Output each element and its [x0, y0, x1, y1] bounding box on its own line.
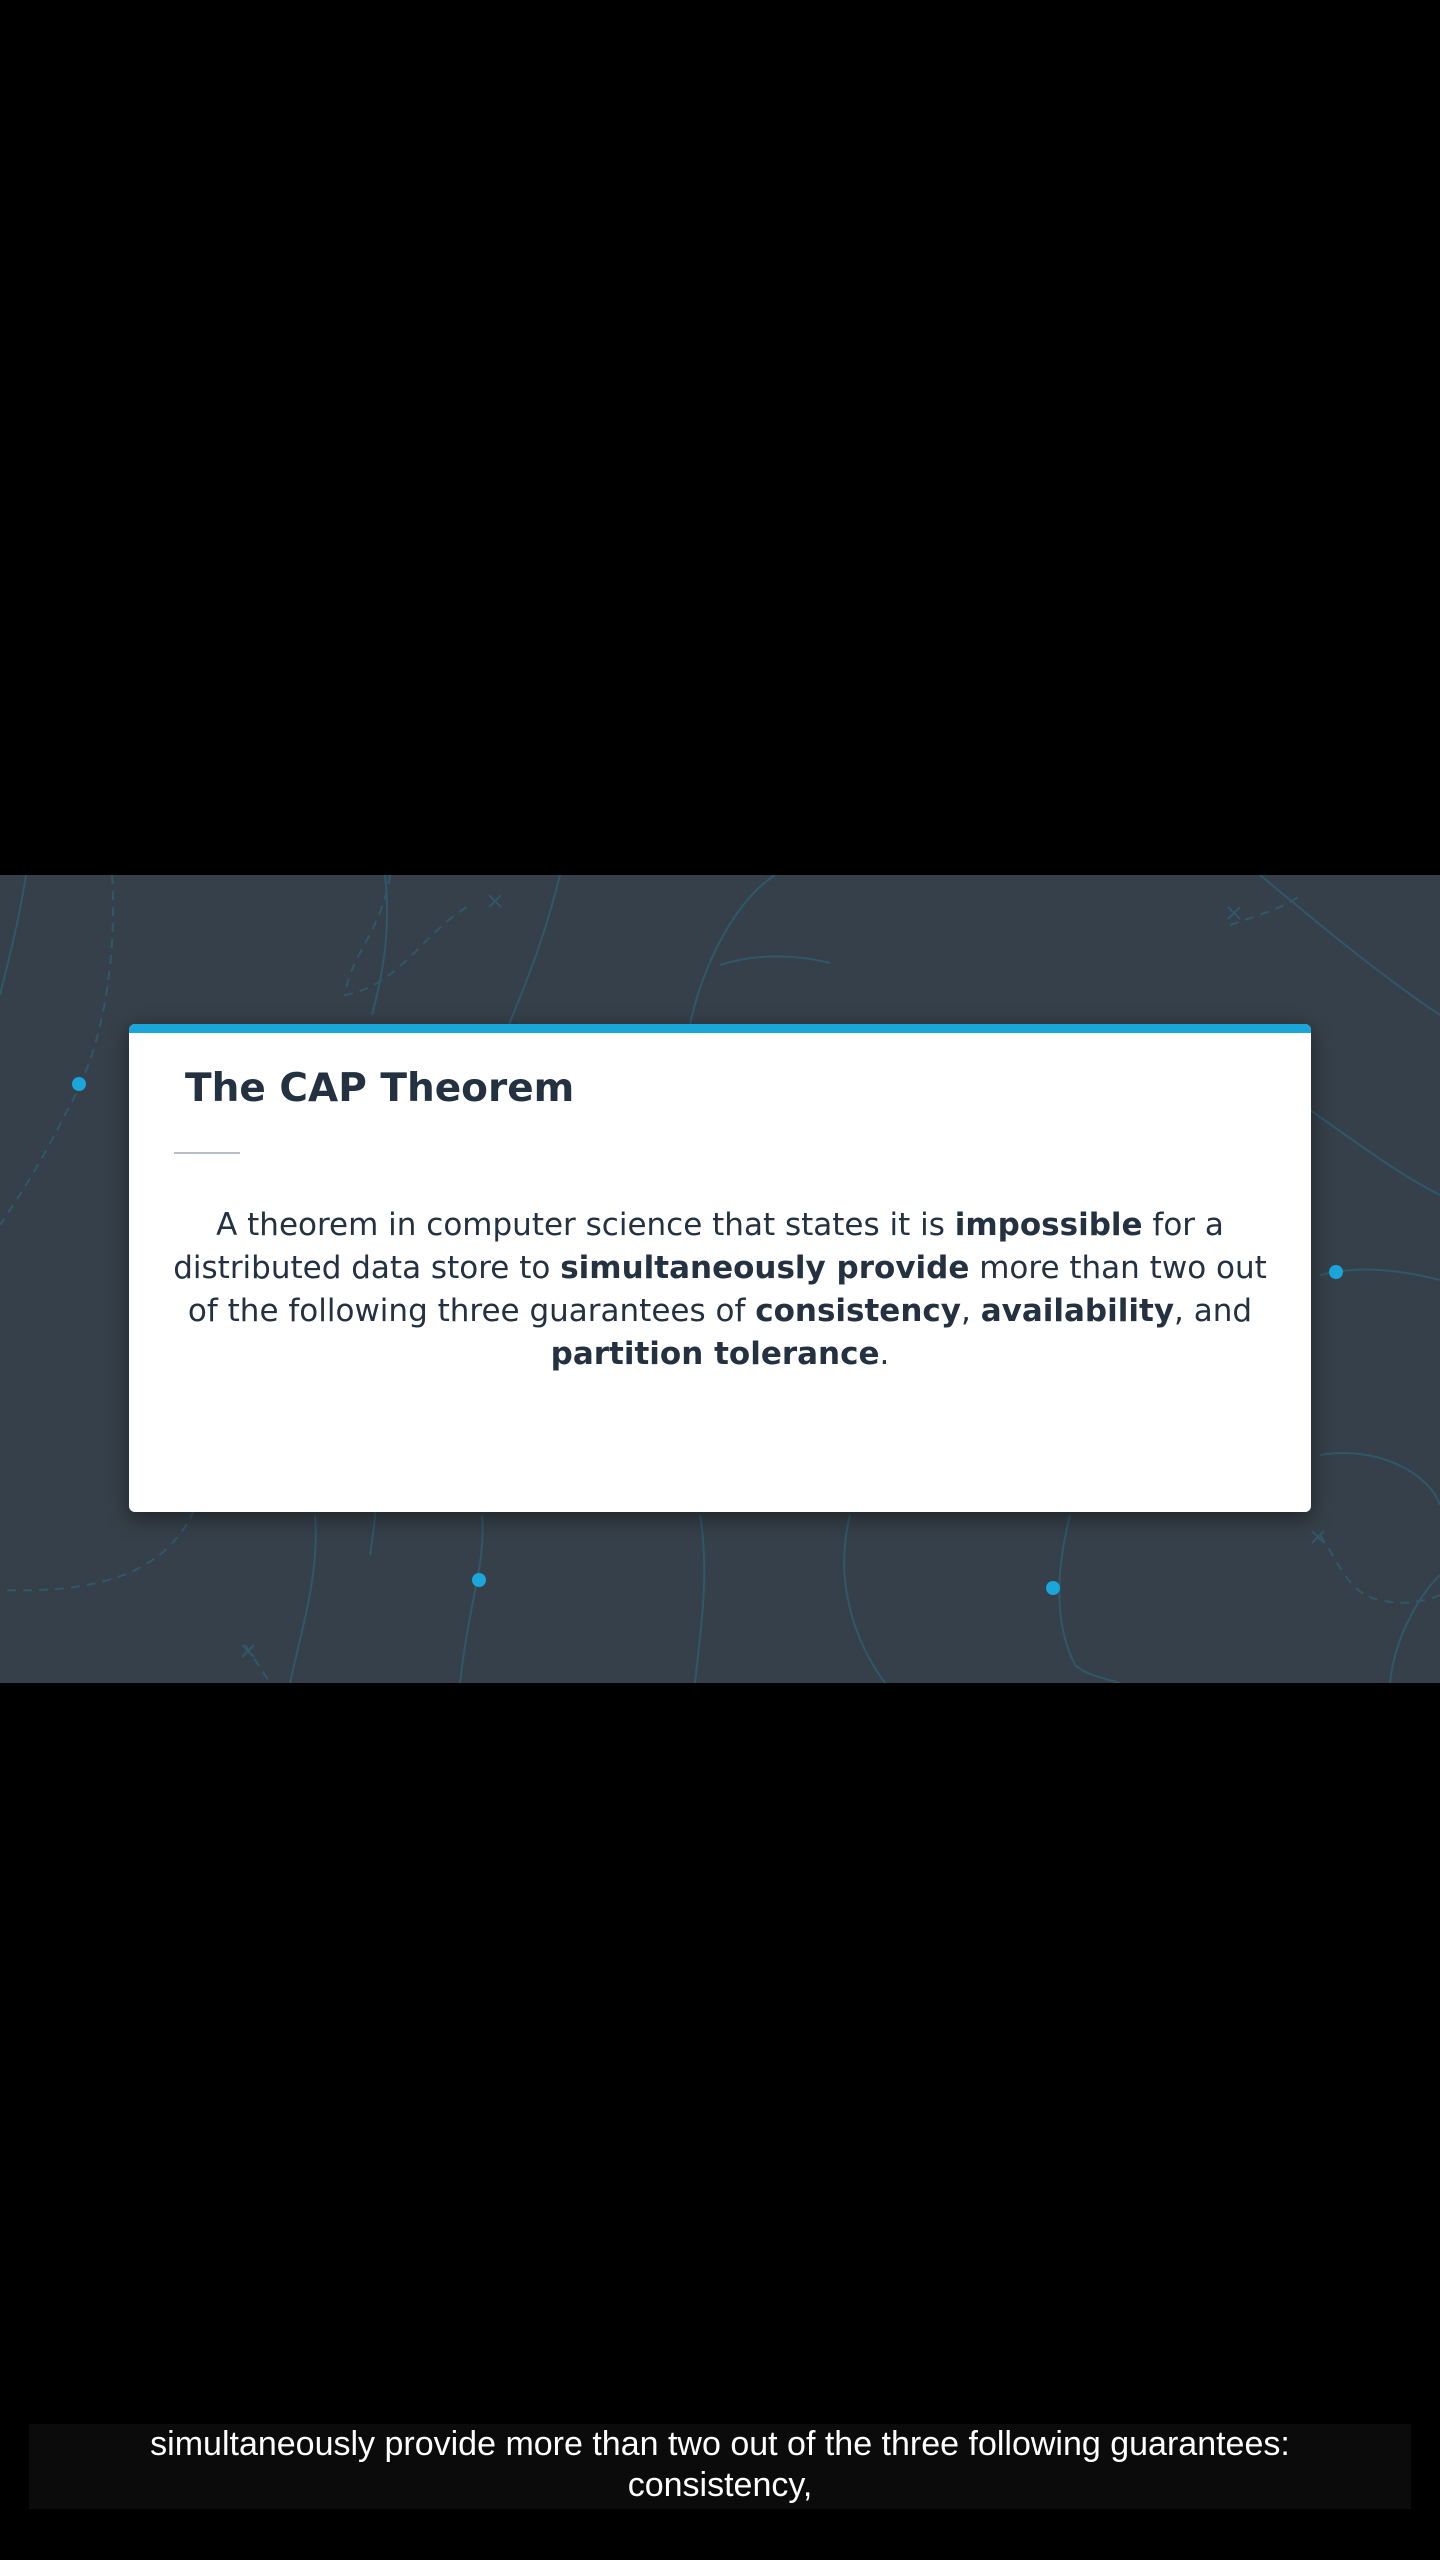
slide-body-text: A theorem in computer science that state…: [169, 1204, 1271, 1376]
body-emphasis-simultaneously-provide: simultaneously provide: [560, 1250, 970, 1286]
body-text-segment: A theorem in computer science that state…: [216, 1207, 955, 1243]
body-text-segment: ,: [961, 1293, 981, 1329]
title-divider: [174, 1152, 240, 1154]
body-text-segment: more than two out of the following three…: [187, 1250, 1267, 1329]
body-emphasis-consistency: consistency: [755, 1293, 961, 1329]
caption-line: simultaneously provide more than two out…: [150, 2425, 1290, 2463]
body-emphasis-impossible: impossible: [954, 1207, 1143, 1243]
slide-card: The CAP Theorem A theorem in computer sc…: [129, 1024, 1311, 1512]
body-emphasis-availability: availability: [980, 1293, 1175, 1329]
card-accent-bar: [129, 1024, 1311, 1033]
slide-title: The CAP Theorem: [185, 1066, 575, 1111]
topographic-background-pattern: [0, 875, 1440, 1683]
body-text-segment: for a distributed data store to: [173, 1207, 1224, 1286]
caption-line: consistency,: [627, 2466, 813, 2504]
subtitle-caption: simultaneously provide more than two out…: [29, 2424, 1411, 2509]
body-text-segment: , and: [1174, 1293, 1253, 1329]
body-emphasis-partition-tolerance: partition tolerance: [550, 1336, 880, 1372]
body-text-segment: .: [879, 1336, 890, 1372]
video-frame: The CAP Theorem A theorem in computer sc…: [0, 875, 1440, 1683]
caption-text: simultaneously provide more than two out…: [29, 2424, 1411, 2506]
